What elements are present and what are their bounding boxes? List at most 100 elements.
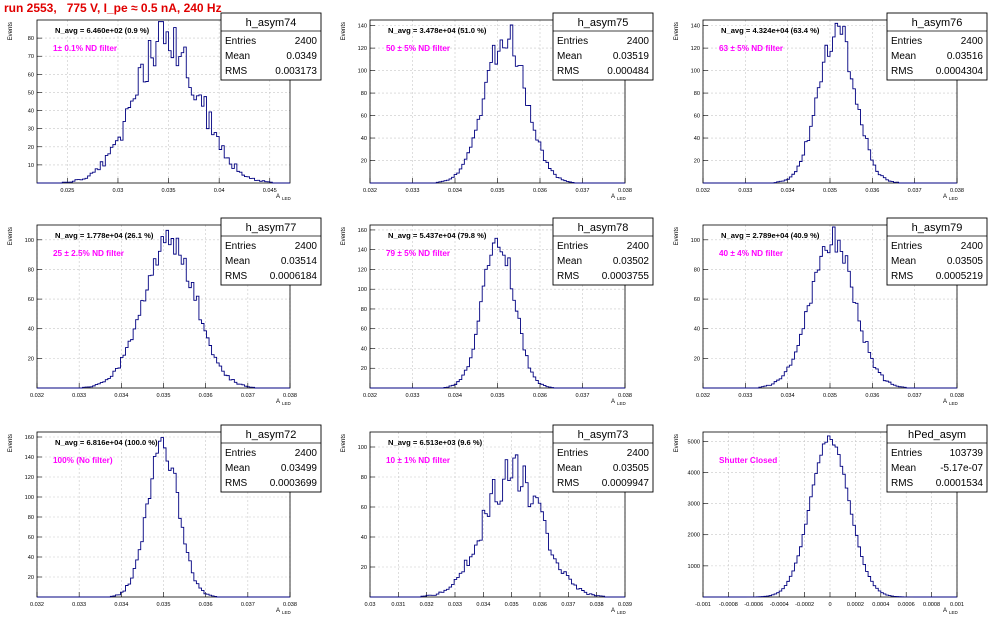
x-tick-label: -0.0002 xyxy=(795,602,814,608)
stats-label: Entries xyxy=(225,241,256,252)
x-tick-label: 0.035 xyxy=(491,393,505,399)
x-tick-label: 0.033 xyxy=(72,602,86,608)
y-tick-label: 4000 xyxy=(688,470,700,476)
stats-label: RMS xyxy=(225,271,248,282)
filter-annotation: 1± 0.1% ND filter xyxy=(53,44,118,53)
filter-annotation: 100% (No filter) xyxy=(53,456,113,465)
stats-value: 0.03505 xyxy=(947,256,984,267)
x-tick-label: 0.034 xyxy=(114,602,128,608)
x-tick-label: 0.037 xyxy=(908,188,922,194)
x-tick-label: 0.037 xyxy=(908,393,922,399)
x-tick-label: 0.035 xyxy=(505,602,519,608)
x-tick-label: 0.038 xyxy=(618,393,632,399)
x-tick-label: 0.025 xyxy=(60,188,74,194)
stats-value: 2400 xyxy=(627,36,650,47)
y-tick-label: 20 xyxy=(361,565,367,571)
y-tick-label: 80 xyxy=(28,36,34,42)
y-tick-label: 3000 xyxy=(688,502,700,508)
histogram-panel-h_asym76: 0.032 0.033 0.034 0.035 0.036 0.037 0.038 20 40 6… xyxy=(674,12,988,201)
stats-label: RMS xyxy=(891,478,914,489)
y-tick-label: 100 xyxy=(358,445,367,451)
x-tick-label: -0.0004 xyxy=(770,602,789,608)
x-tick-label: 0.031 xyxy=(391,602,405,608)
y-tick-label: 60 xyxy=(28,297,34,303)
y-tick-label: 80 xyxy=(361,475,367,481)
histogram-line-h_asym77 xyxy=(37,229,290,389)
x-tick-label: 0.0004 xyxy=(872,602,889,608)
x-tick-label: 0.033 xyxy=(406,188,420,194)
stats-label: Entries xyxy=(557,241,588,252)
stats-label: Mean xyxy=(891,256,916,267)
stats-value: 103739 xyxy=(950,448,984,459)
stats-title: h_asym79 xyxy=(912,222,963,234)
x-tick-label: 0.035 xyxy=(157,602,171,608)
stats-label: RMS xyxy=(557,478,580,489)
histogram-panel-hPed_asym: -0.001 -0.0008 -0.0006 -0.0004 -0.0002 0 0.000… xyxy=(674,424,988,615)
histogram-line-h_asym74 xyxy=(37,21,290,184)
y-tick-label: 80 xyxy=(28,515,34,521)
stats-value: 0.03502 xyxy=(613,256,650,267)
x-tick-label: 0.038 xyxy=(283,393,297,399)
x-tick-label: 0.045 xyxy=(263,188,277,194)
x-axis-label-sub: LED xyxy=(949,196,959,201)
x-tick-label: 0.034 xyxy=(114,393,128,399)
x-tick-label: 0.035 xyxy=(823,188,837,194)
stats-label: Entries xyxy=(891,448,922,459)
x-tick-label: 0.035 xyxy=(162,188,176,194)
histogram-line-h_asym73 xyxy=(370,454,625,598)
y-tick-label: 100 xyxy=(358,287,367,293)
stats-label: Mean xyxy=(891,51,916,62)
x-tick-label: 0.032 xyxy=(696,393,710,399)
y-tick-label: 80 xyxy=(694,91,700,97)
stats-title: h_asym76 xyxy=(912,17,963,29)
histogram-panel-h_asym74: 0.025 0.03 0.035 0.04 0.045 10 20 30 40 50 60 70 80 E… xyxy=(8,12,322,201)
y-tick-label: 60 xyxy=(361,327,367,333)
y-tick-label: 120 xyxy=(358,46,367,52)
y-tick-label: 100 xyxy=(25,238,34,244)
stats-title: h_asym72 xyxy=(246,429,297,441)
y-tick-label: 40 xyxy=(28,327,34,333)
y-axis-label: Events xyxy=(8,227,14,245)
x-tick-label: 0.038 xyxy=(950,393,964,399)
stats-title: h_asym77 xyxy=(246,222,297,234)
x-tick-label: 0.038 xyxy=(618,188,632,194)
stats-box xyxy=(886,217,988,286)
y-tick-label: 40 xyxy=(694,136,700,142)
x-tick-label: 0.036 xyxy=(199,602,213,608)
x-tick-label: 0.035 xyxy=(491,188,505,194)
y-axis-label: Events xyxy=(674,22,680,40)
navg-label: N_avg = 5.437e+04 (79.8 %) xyxy=(388,231,487,240)
histogram-line-h_asym78 xyxy=(370,237,625,389)
stats-box xyxy=(220,12,322,81)
filter-annotation: 10 ± 1% ND filter xyxy=(386,456,451,465)
y-tick-label: 60 xyxy=(361,505,367,511)
y-tick-label: 140 xyxy=(358,24,367,30)
y-axis-label: Events xyxy=(341,227,347,245)
x-tick-label: 0.036 xyxy=(533,602,547,608)
y-tick-label: 60 xyxy=(361,114,367,120)
y-tick-label: 20 xyxy=(694,356,700,362)
stats-label: Mean xyxy=(891,463,916,474)
y-tick-label: 60 xyxy=(28,72,34,78)
y-tick-label: 120 xyxy=(691,46,700,52)
navg-label: N_avg = 4.324e+04 (63.4 %) xyxy=(721,26,820,35)
histogram-line-hPed_asym xyxy=(703,435,957,598)
stats-title: hPed_asym xyxy=(908,429,966,441)
y-tick-label: 30 xyxy=(28,127,34,133)
x-axis-label: A xyxy=(943,608,947,614)
y-tick-label: 80 xyxy=(28,267,34,273)
y-tick-label: 10 xyxy=(28,163,34,169)
navg-label: N_avg = 6.816e+04 (100.0 %) xyxy=(55,438,158,447)
y-axis-label: Events xyxy=(8,434,14,452)
y-axis-label: Events xyxy=(341,22,347,40)
x-tick-label: 0.001 xyxy=(950,602,964,608)
x-tick-label: 0.04 xyxy=(214,188,225,194)
x-axis-label: A xyxy=(276,399,280,405)
stats-value: 2400 xyxy=(295,241,318,252)
y-tick-label: 80 xyxy=(361,307,367,313)
histogram-panel-h_asym72: 0.032 0.033 0.034 0.035 0.036 0.037 0.038 20 40 6… xyxy=(8,424,322,615)
x-tick-label: 0.038 xyxy=(590,602,604,608)
filter-annotation: 25 ± 2.5% ND filter xyxy=(53,249,125,258)
x-tick-label: 0.0006 xyxy=(898,602,915,608)
x-axis-label-sub: LED xyxy=(949,401,959,406)
